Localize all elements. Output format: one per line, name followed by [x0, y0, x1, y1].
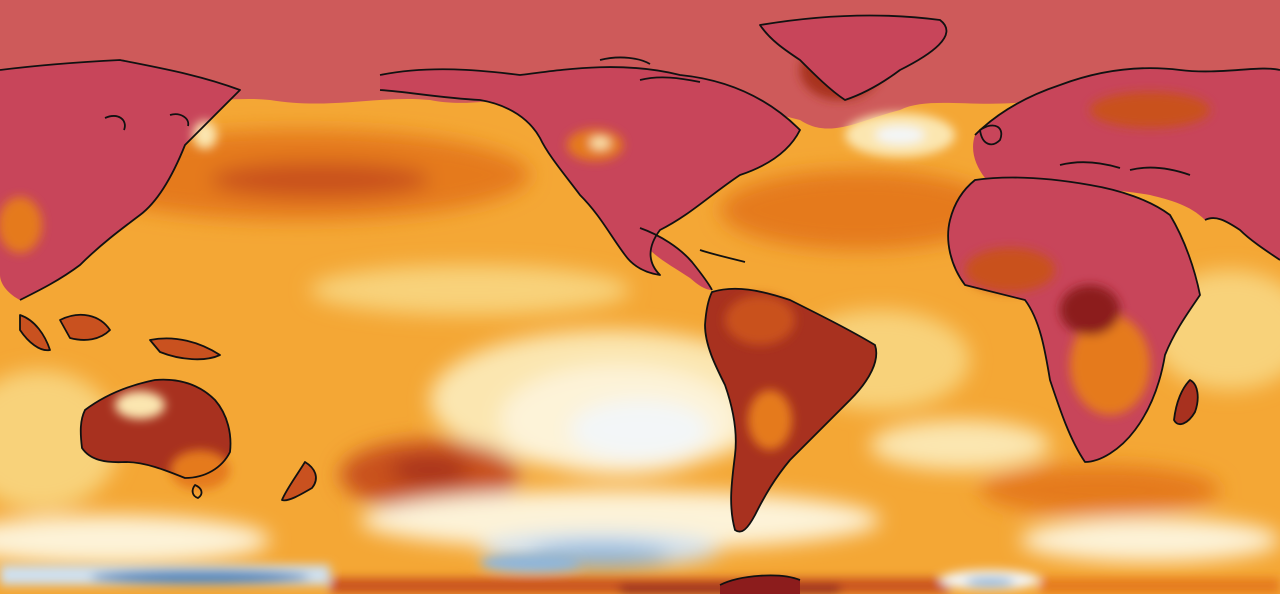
new-zealand — [282, 462, 316, 501]
greenland — [760, 15, 947, 101]
maritime-continent — [20, 314, 220, 360]
arctic-band — [0, 0, 1280, 129]
madagascar — [1174, 380, 1198, 425]
north-america — [380, 67, 800, 276]
east-asia — [0, 60, 240, 300]
antarctica — [720, 575, 800, 594]
central-america — [640, 228, 712, 290]
coastline-outline — [0, 14, 1280, 586]
land-texture-layer — [0, 92, 1210, 490]
